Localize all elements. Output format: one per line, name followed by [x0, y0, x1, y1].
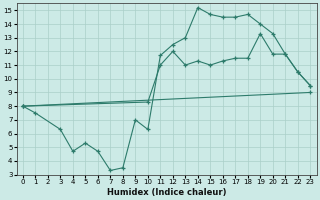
X-axis label: Humidex (Indice chaleur): Humidex (Indice chaleur): [107, 188, 226, 197]
